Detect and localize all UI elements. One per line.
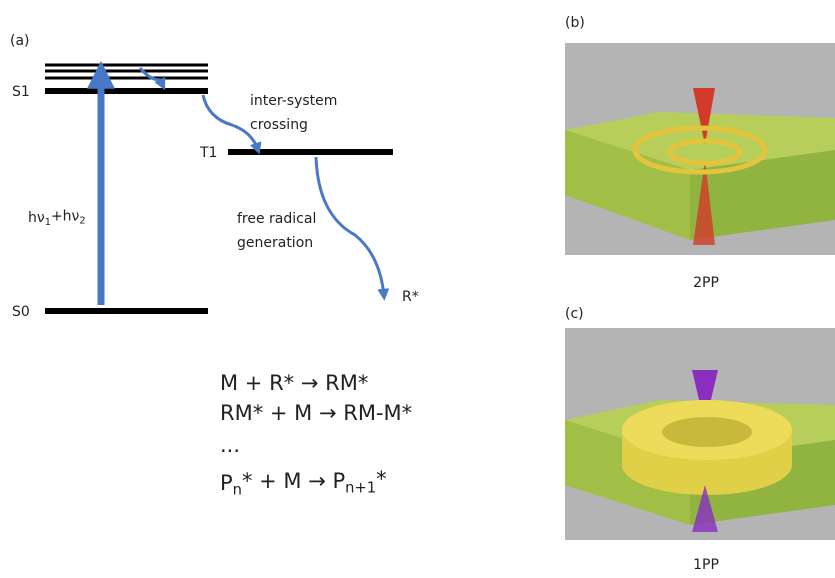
isc-label: inter-system bbox=[250, 93, 337, 109]
subscript: n+1 bbox=[345, 480, 376, 497]
caption: 1PP bbox=[693, 557, 719, 573]
equation: Pn* + M → Pn+1* bbox=[220, 467, 387, 498]
text-segment: +hν bbox=[51, 209, 80, 225]
panel-b: (b) 2PP bbox=[565, 15, 835, 291]
subscript: 2 bbox=[79, 216, 85, 227]
text-segment: * + M → P bbox=[242, 469, 345, 493]
radical-label: free radical bbox=[237, 211, 316, 227]
radical-arrow bbox=[316, 157, 384, 296]
text-segment: M + R* → RM* bbox=[220, 371, 368, 395]
equation: ... bbox=[220, 433, 240, 457]
level-label: S0 bbox=[12, 304, 30, 320]
excitation-label: hν1+hν2 bbox=[28, 209, 86, 228]
panel-label: (a) bbox=[10, 33, 30, 49]
energy-levels bbox=[45, 65, 393, 311]
ring-inner bbox=[662, 417, 752, 447]
text-segment: P bbox=[220, 471, 233, 495]
panel-label: (b) bbox=[565, 15, 585, 31]
text-segment: ... bbox=[220, 433, 240, 457]
equation: M + R* → RM* bbox=[220, 371, 368, 395]
text-segment: * bbox=[376, 467, 387, 491]
isc-label: crossing bbox=[250, 117, 308, 133]
text-segment: RM* + M → RM-M* bbox=[220, 401, 412, 425]
equation: RM* + M → RM-M* bbox=[220, 401, 412, 425]
level-label: T1 bbox=[199, 145, 217, 161]
figure: (a) S1 S0 T1 hν1+hν2 inter-system crossi… bbox=[0, 0, 835, 574]
subscript: n bbox=[233, 481, 242, 498]
panel-a: (a) S1 S0 T1 hν1+hν2 inter-system crossi… bbox=[10, 33, 419, 498]
panel-c: (c) 1PP bbox=[565, 306, 835, 573]
radical-label: generation bbox=[237, 235, 313, 251]
text-segment: hν bbox=[28, 210, 45, 226]
panel-label: (c) bbox=[565, 306, 584, 322]
level-label: S1 bbox=[12, 84, 30, 100]
radical-symbol: R* bbox=[402, 289, 419, 305]
caption: 2PP bbox=[693, 275, 719, 291]
